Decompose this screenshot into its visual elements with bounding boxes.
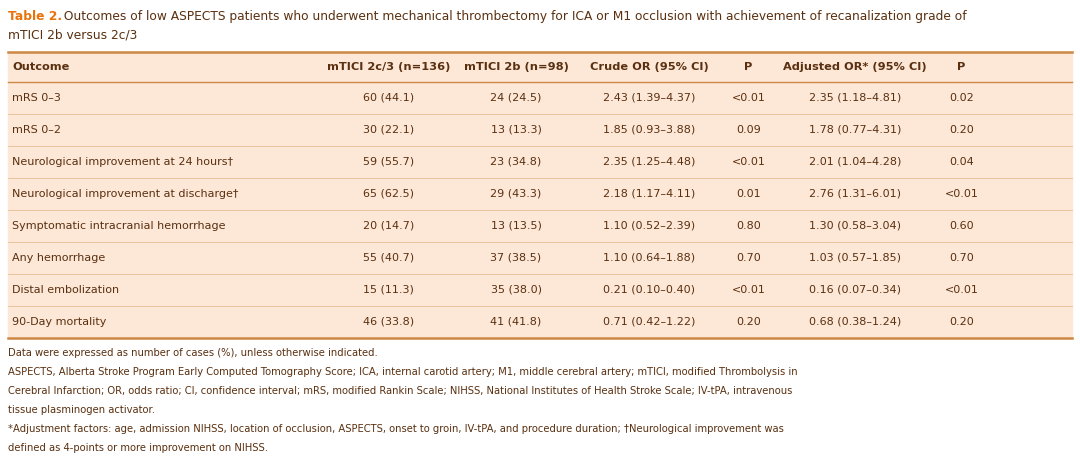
Text: 0.20: 0.20 — [949, 125, 974, 135]
Text: 1.85 (0.93–3.88): 1.85 (0.93–3.88) — [603, 125, 696, 135]
Text: 2.01 (1.04–4.28): 2.01 (1.04–4.28) — [809, 157, 901, 167]
Text: 23 (34.8): 23 (34.8) — [490, 157, 542, 167]
Text: tissue plasminogen activator.: tissue plasminogen activator. — [8, 405, 156, 415]
Text: 2.18 (1.17–4.11): 2.18 (1.17–4.11) — [603, 189, 696, 199]
Text: 0.21 (0.10–0.40): 0.21 (0.10–0.40) — [603, 285, 696, 295]
Text: mTICI 2b (n=98): mTICI 2b (n=98) — [463, 62, 568, 72]
Text: 90-Day mortality: 90-Day mortality — [12, 317, 106, 327]
Text: Data were expressed as number of cases (%), unless otherwise indicated.: Data were expressed as number of cases (… — [8, 348, 378, 358]
Text: P: P — [957, 62, 966, 72]
Text: 55 (40.7): 55 (40.7) — [363, 253, 414, 263]
Text: 0.20: 0.20 — [949, 317, 974, 327]
Text: 20 (14.7): 20 (14.7) — [363, 221, 414, 231]
Text: 1.78 (0.77–4.31): 1.78 (0.77–4.31) — [809, 125, 901, 135]
Text: 0.04: 0.04 — [949, 157, 974, 167]
Text: 0.70: 0.70 — [737, 253, 761, 263]
Text: Neurological improvement at 24 hours†: Neurological improvement at 24 hours† — [12, 157, 233, 167]
Text: 60 (44.1): 60 (44.1) — [363, 93, 414, 103]
Text: 2.43 (1.39–4.37): 2.43 (1.39–4.37) — [603, 93, 696, 103]
Text: 0.16 (0.07–0.34): 0.16 (0.07–0.34) — [809, 285, 901, 295]
Text: 1.30 (0.58–3.04): 1.30 (0.58–3.04) — [809, 221, 901, 231]
Text: 2.35 (1.25–4.48): 2.35 (1.25–4.48) — [603, 157, 696, 167]
Text: 41 (41.8): 41 (41.8) — [490, 317, 542, 327]
Text: Symptomatic intracranial hemorrhage: Symptomatic intracranial hemorrhage — [12, 221, 226, 231]
Text: 2.35 (1.18–4.81): 2.35 (1.18–4.81) — [809, 93, 901, 103]
Text: 0.01: 0.01 — [737, 189, 760, 199]
Text: 1.10 (0.64–1.88): 1.10 (0.64–1.88) — [603, 253, 696, 263]
Text: 0.02: 0.02 — [949, 93, 974, 103]
Text: Outcomes of low ASPECTS patients who underwent mechanical thrombectomy for ICA o: Outcomes of low ASPECTS patients who und… — [60, 10, 967, 23]
Text: 59 (55.7): 59 (55.7) — [363, 157, 414, 167]
Text: 13 (13.3): 13 (13.3) — [490, 125, 541, 135]
Text: 15 (11.3): 15 (11.3) — [363, 285, 414, 295]
Text: 24 (24.5): 24 (24.5) — [490, 93, 542, 103]
Text: 29 (43.3): 29 (43.3) — [490, 189, 542, 199]
Text: mRS 0–2: mRS 0–2 — [12, 125, 60, 135]
Text: Outcome: Outcome — [12, 62, 69, 72]
Text: Neurological improvement at discharge†: Neurological improvement at discharge† — [12, 189, 239, 199]
Text: 46 (33.8): 46 (33.8) — [363, 317, 414, 327]
Text: mRS 0–3: mRS 0–3 — [12, 93, 60, 103]
Text: 0.09: 0.09 — [737, 125, 761, 135]
Text: mTICI 2c/3 (n=136): mTICI 2c/3 (n=136) — [326, 62, 450, 72]
Text: Crude OR (95% CI): Crude OR (95% CI) — [590, 62, 708, 72]
Text: P: P — [744, 62, 753, 72]
Text: mTICI 2b versus 2c/3: mTICI 2b versus 2c/3 — [8, 28, 137, 41]
Text: 65 (62.5): 65 (62.5) — [363, 189, 414, 199]
Text: 0.70: 0.70 — [949, 253, 974, 263]
Text: 0.20: 0.20 — [737, 317, 761, 327]
Text: 1.10 (0.52–2.39): 1.10 (0.52–2.39) — [603, 221, 696, 231]
Text: 1.03 (0.57–1.85): 1.03 (0.57–1.85) — [809, 253, 901, 263]
Bar — [8, 52, 1072, 338]
Text: 35 (38.0): 35 (38.0) — [490, 285, 541, 295]
Text: 30 (22.1): 30 (22.1) — [363, 125, 414, 135]
Text: 2.76 (1.31–6.01): 2.76 (1.31–6.01) — [809, 189, 901, 199]
Text: <0.01: <0.01 — [731, 285, 766, 295]
Text: 0.60: 0.60 — [949, 221, 974, 231]
Text: 0.71 (0.42–1.22): 0.71 (0.42–1.22) — [603, 317, 696, 327]
Text: 0.80: 0.80 — [737, 221, 761, 231]
Text: Distal embolization: Distal embolization — [12, 285, 119, 295]
Text: <0.01: <0.01 — [944, 189, 978, 199]
Text: Adjusted OR* (95% CI): Adjusted OR* (95% CI) — [783, 62, 927, 72]
Text: <0.01: <0.01 — [944, 285, 978, 295]
Text: Any hemorrhage: Any hemorrhage — [12, 253, 105, 263]
Text: 0.68 (0.38–1.24): 0.68 (0.38–1.24) — [809, 317, 901, 327]
Text: <0.01: <0.01 — [731, 157, 766, 167]
Text: 37 (38.5): 37 (38.5) — [490, 253, 542, 263]
Text: <0.01: <0.01 — [731, 93, 766, 103]
Text: 13 (13.5): 13 (13.5) — [490, 221, 541, 231]
Text: ASPECTS, Alberta Stroke Program Early Computed Tomography Score; ICA, internal c: ASPECTS, Alberta Stroke Program Early Co… — [8, 367, 798, 377]
Text: Cerebral Infarction; OR, odds ratio; CI, confidence interval; mRS, modified Rank: Cerebral Infarction; OR, odds ratio; CI,… — [8, 386, 793, 396]
Text: *Adjustment factors: age, admission NIHSS, location of occlusion, ASPECTS, onset: *Adjustment factors: age, admission NIHS… — [8, 424, 784, 434]
Text: Table 2.: Table 2. — [8, 10, 63, 23]
Text: defined as 4-points or more improvement on NIHSS.: defined as 4-points or more improvement … — [8, 443, 268, 453]
